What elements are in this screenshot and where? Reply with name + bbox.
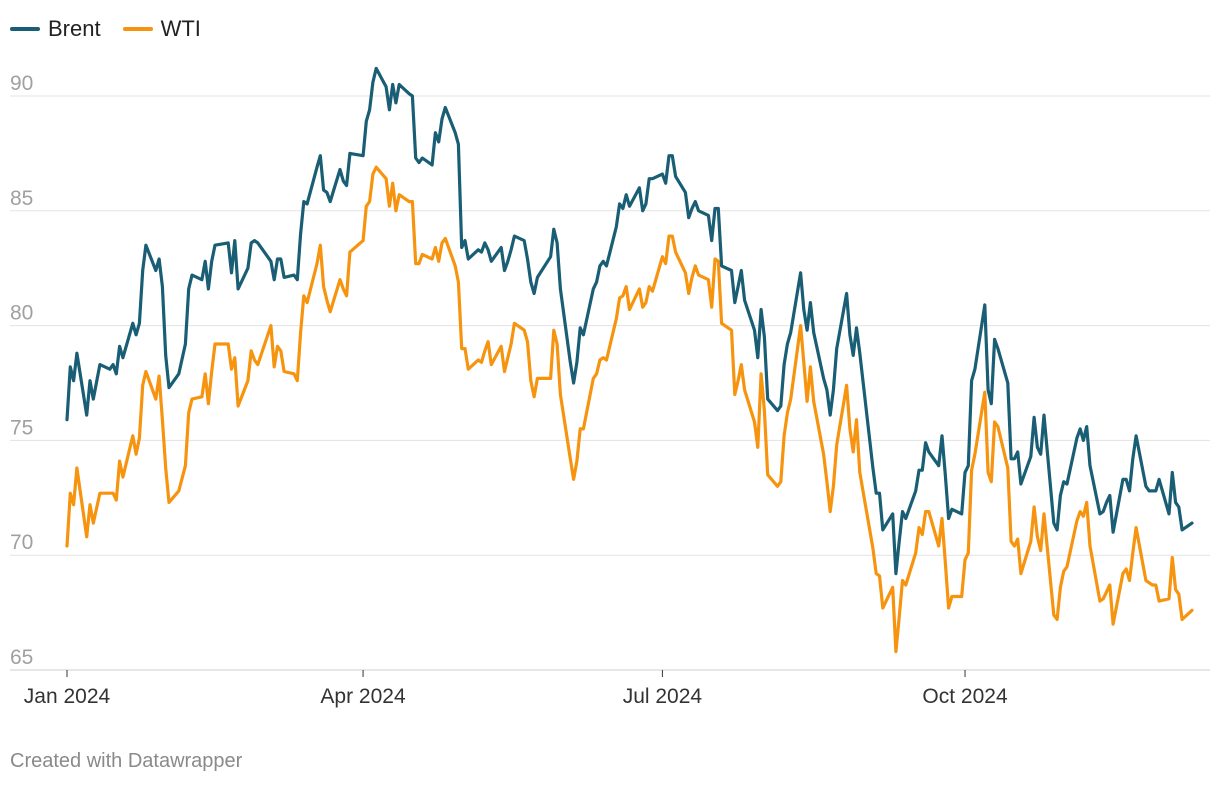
legend-item-brent: Brent [10,16,101,42]
x-tick-label: Jan 2024 [24,685,111,708]
legend-label-wti: WTI [160,16,201,41]
x-tick-labels: Jan 2024 Apr 2024 Jul 2024 Oct 2024 [24,670,1008,708]
y-tick-labels: 65 70 75 80 85 90 [10,72,33,669]
y-tick-label: 80 [10,302,33,325]
series-line-brent [65,66,1194,576]
credit-text: Created with Datawrapper [10,750,243,772]
y-tick-label: 85 [10,187,33,210]
x-tick-label: Oct 2024 [922,685,1008,708]
x-tick-label: Apr 2024 [320,685,406,708]
gridlines [10,95,1210,671]
legend-item-wti: WTI [122,16,201,42]
series-lines [65,66,1194,654]
y-tick-label: 70 [10,531,33,554]
line-chart: 65 70 75 80 85 90 Jan 2024 Apr 2024 Jul 2024 Oct… [10,66,1210,708]
legend-swatch-brent [10,27,40,31]
x-tick-label: Jul 2024 [623,685,703,708]
y-tick-label: 65 [10,646,33,669]
y-tick-label: 90 [10,72,33,95]
y-tick-label: 75 [10,416,33,439]
legend-swatch-wti [122,27,153,31]
legend: Brent WTI [10,16,201,42]
series-line-wti [65,165,1194,654]
legend-label-brent: Brent [48,16,101,41]
